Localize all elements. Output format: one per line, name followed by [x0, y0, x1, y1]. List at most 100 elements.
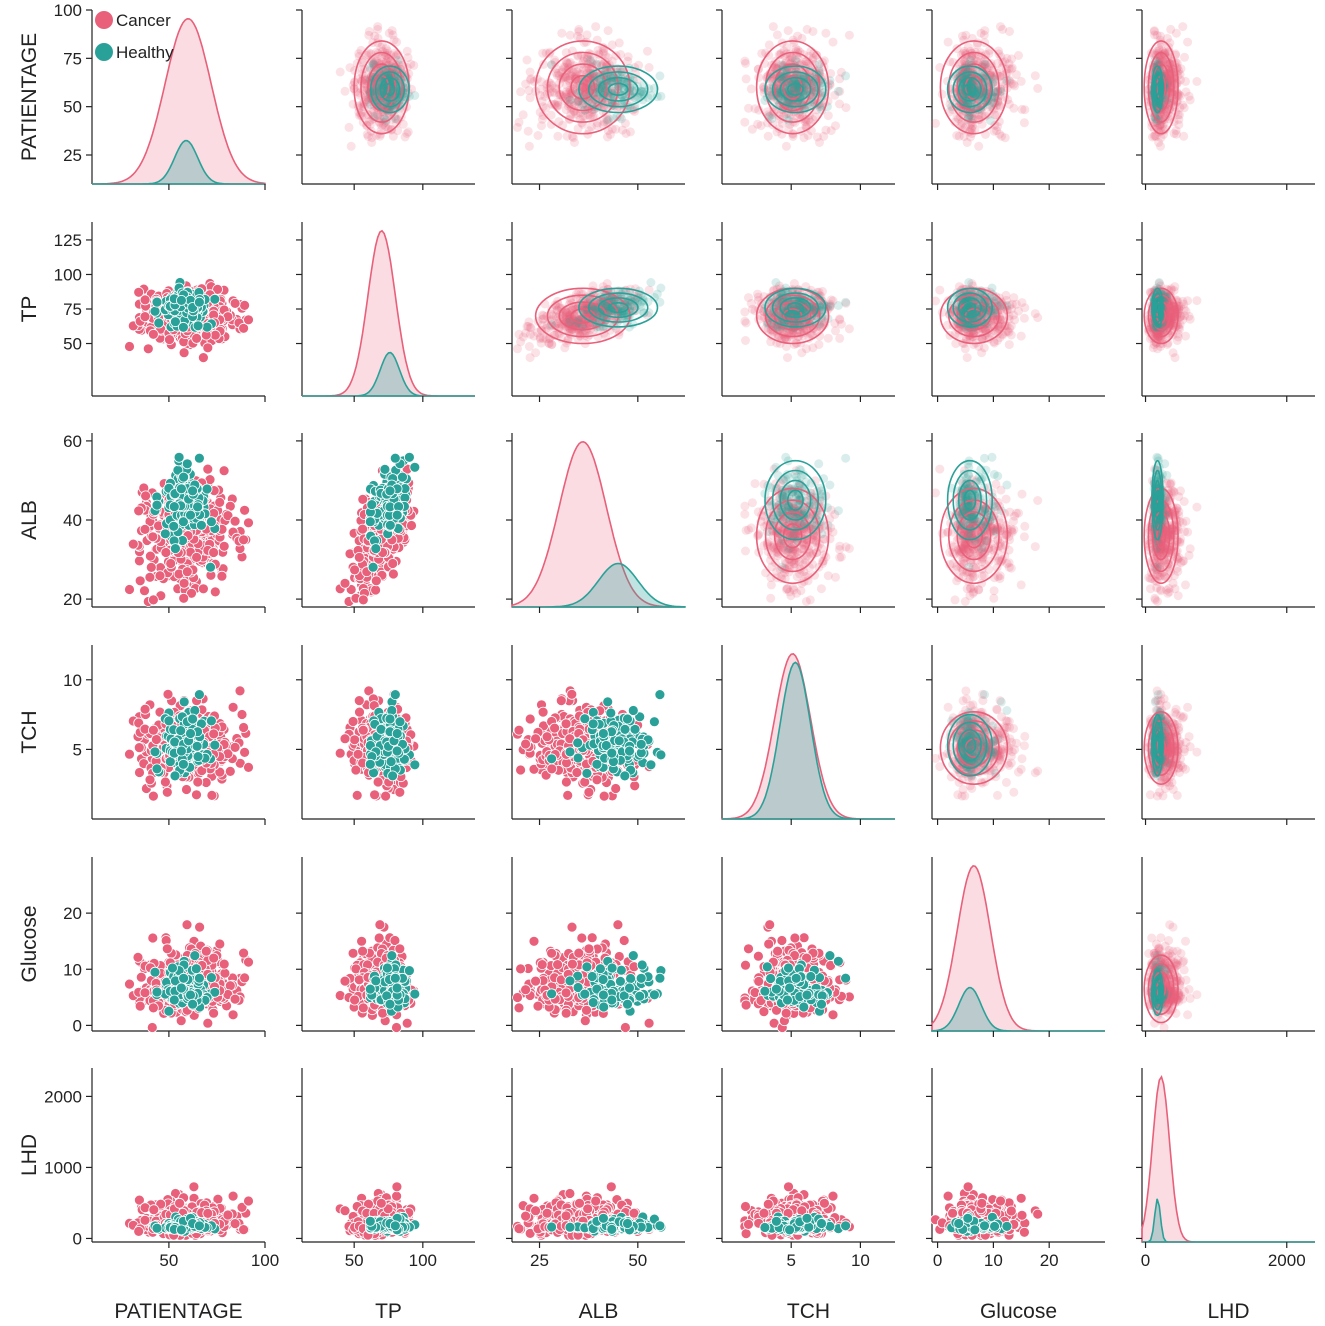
point-cancer [996, 22, 1005, 32]
point-cancer [931, 118, 940, 128]
point-healthy [209, 293, 221, 305]
point-cancer [409, 60, 419, 70]
point-cancer [844, 324, 854, 334]
point-healthy [175, 294, 187, 306]
point-cancer [538, 48, 548, 58]
point-cancer [1005, 27, 1014, 36]
point-healthy [151, 296, 163, 308]
point-cancer [823, 333, 833, 343]
point-cancer [364, 48, 374, 58]
point-healthy [192, 320, 204, 332]
point-cancer [544, 338, 554, 348]
point-cancer [523, 126, 533, 136]
point-cancer [754, 315, 764, 324]
point-healthy [390, 114, 400, 124]
point-cancer [841, 103, 851, 113]
point-cancer [364, 27, 374, 36]
point-cancer [389, 48, 399, 58]
point-cancer [524, 317, 534, 327]
point-cancer [384, 28, 394, 38]
y-tick-label: 75 [63, 300, 82, 319]
point-cancer [392, 118, 401, 128]
point-cancer [763, 131, 773, 141]
point-cancer [400, 132, 410, 142]
point-cancer [351, 87, 361, 97]
y-tick-label: 50 [63, 98, 82, 117]
point-cancer [814, 340, 824, 350]
point-cancer [525, 67, 535, 77]
point-cancer [772, 30, 782, 40]
point-cancer [372, 109, 382, 119]
point-cancer [202, 342, 214, 354]
y-tick-label: 100 [54, 265, 82, 284]
point-cancer [521, 79, 531, 89]
point-cancer [392, 37, 402, 47]
point-cancer [741, 336, 750, 345]
point-cancer [364, 117, 374, 127]
point-cancer [124, 341, 135, 352]
point-cancer [603, 132, 612, 142]
point-cancer [756, 121, 766, 131]
point-cancer [783, 26, 793, 36]
point-cancer [741, 74, 751, 84]
point-cancer [962, 353, 972, 363]
kde-cancer-patientage [92, 17, 266, 185]
point-cancer [985, 45, 994, 55]
point-cancer [1149, 27, 1159, 36]
y-tick-label: 75 [63, 49, 82, 68]
kde-healthy-patientage [92, 139, 265, 185]
point-cancer [618, 125, 627, 135]
panel-tp-vs-patientage [91, 222, 265, 397]
point-cancer [740, 117, 750, 127]
kde-healthy-tp [302, 351, 475, 397]
point-cancer [367, 115, 377, 125]
point-cancer [1017, 298, 1027, 308]
point-cancer [585, 330, 594, 340]
point-cancer [388, 30, 398, 40]
point-cancer [1148, 132, 1157, 142]
point-cancer [1171, 126, 1181, 136]
point-cancer [570, 138, 579, 147]
point-cancer [1017, 104, 1027, 114]
point-cancer [373, 110, 383, 120]
point-cancer [952, 131, 962, 140]
point-cancer [522, 55, 532, 65]
y-tick-label: 50 [63, 335, 82, 354]
point-cancer [147, 328, 159, 340]
point-cancer [574, 27, 584, 36]
point-cancer [1171, 28, 1181, 38]
y-tick-label: 125 [54, 231, 82, 250]
point-cancer [387, 26, 397, 36]
point-cancer [1183, 37, 1193, 47]
point-cancer [1185, 95, 1195, 105]
point-cancer [943, 37, 953, 47]
point-cancer [931, 296, 940, 306]
point-cancer [377, 87, 386, 97]
point-cancer [402, 46, 412, 56]
point-cancer [1016, 331, 1026, 341]
point-cancer [1014, 51, 1023, 60]
point-healthy [656, 283, 666, 293]
point-cancer [191, 332, 203, 344]
point-cancer [1033, 83, 1043, 93]
point-cancer [345, 63, 355, 73]
point-healthy [193, 296, 205, 308]
point-cancer [533, 131, 543, 140]
point-cancer [364, 30, 374, 40]
point-cancer [358, 57, 368, 67]
point-cancer [344, 122, 354, 132]
point-cancer [1179, 131, 1189, 141]
point-cancer [560, 343, 570, 353]
point-cancer [744, 293, 753, 303]
point-healthy [841, 71, 851, 81]
point-cancer [164, 334, 175, 346]
point-healthy [565, 95, 575, 105]
point-healthy [841, 297, 851, 307]
point-healthy [833, 86, 843, 96]
point-cancer [379, 111, 388, 121]
point-cancer [557, 28, 567, 38]
point-cancer [373, 22, 383, 32]
point-cancer [514, 329, 524, 339]
point-cancer [768, 22, 778, 32]
